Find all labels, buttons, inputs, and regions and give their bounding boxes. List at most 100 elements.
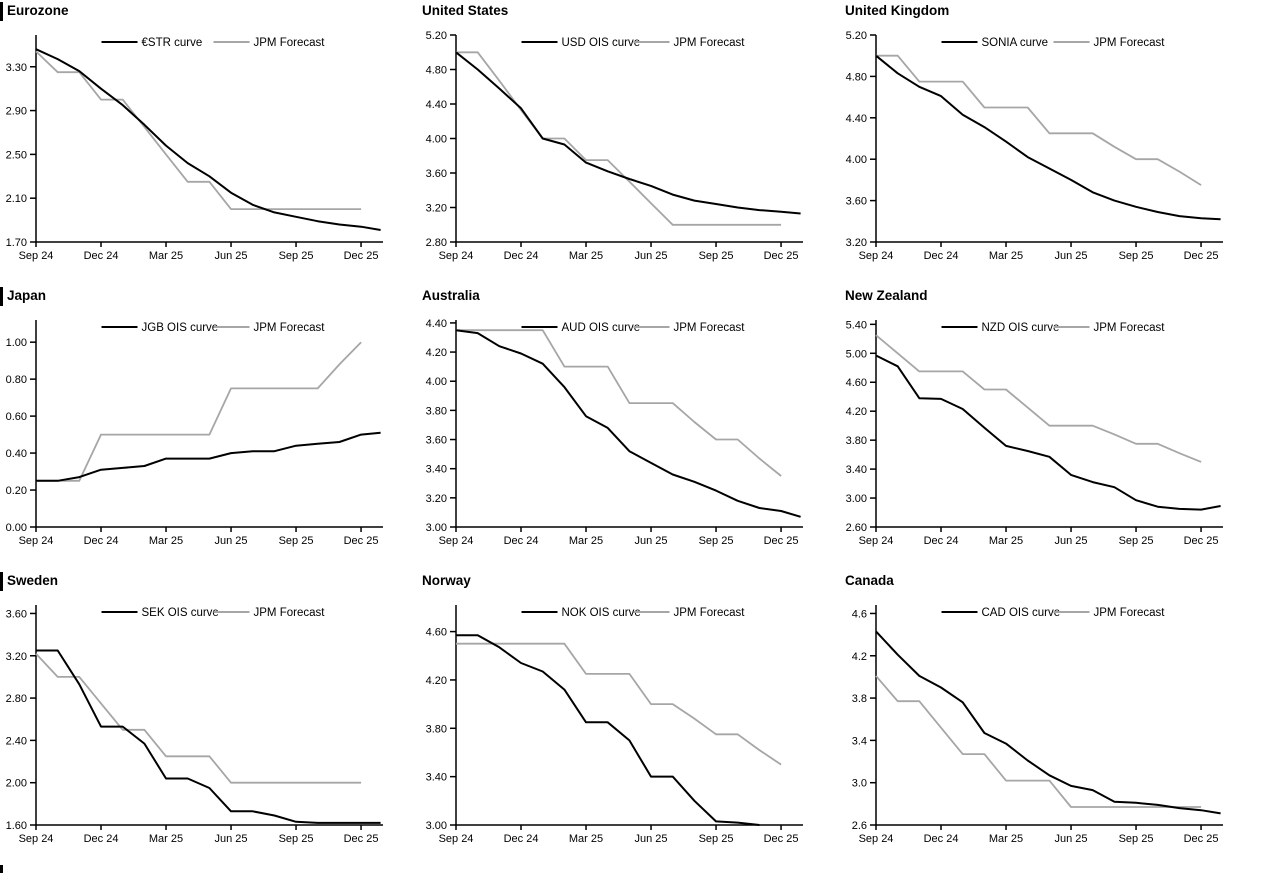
chart-norway: Norway 3.00 3.40 3.80 4.20 4.60 Sep 24 Dec 24 M… xyxy=(420,570,840,873)
x-tick-label: Dec 24 xyxy=(84,535,119,547)
x-tick-label: Dec 25 xyxy=(344,250,379,262)
series-jpm-forecast xyxy=(35,50,362,211)
canada-plot-svg: 2.6 3.0 3.4 3.8 4.2 4.6 Sep 24 Dec 24 Mar 25 Jun … xyxy=(852,605,1223,845)
legend-label-ois: AUD OIS curve xyxy=(562,322,641,334)
axes xyxy=(870,34,1223,247)
axis-labels: 2.60 3.00 3.40 3.80 4.20 4.60 5.00 5.40 Sep 24 De… xyxy=(846,319,1219,547)
axes xyxy=(450,320,803,532)
section-bar xyxy=(0,287,3,306)
x-tick-label: Mar 25 xyxy=(989,535,1023,547)
x-tick-label: Mar 25 xyxy=(149,833,183,845)
legend-label-forecast: JPM Forecast xyxy=(1094,37,1166,49)
y-tick-label: 3.80 xyxy=(426,405,447,417)
y-tick-label: 0.80 xyxy=(6,374,27,386)
legend-label-forecast: JPM Forecast xyxy=(1094,322,1166,334)
section-bar-partial xyxy=(0,865,3,873)
axes xyxy=(870,605,1223,830)
legend-label-ois: JGB OIS curve xyxy=(142,322,219,334)
chart-header: United States xyxy=(420,0,840,22)
y-tick-label: 3.40 xyxy=(846,464,867,476)
axis-labels: 1.60 2.00 2.40 2.80 3.20 3.60 Sep 24 Dec 24 Mar … xyxy=(6,608,379,845)
x-tick-label: Dec 25 xyxy=(1184,250,1219,262)
legend: AUD OIS curve JPM Forecast xyxy=(521,322,745,334)
chart-header: Australia xyxy=(420,285,840,307)
y-tick-label: 3.00 xyxy=(846,493,867,505)
chart-united-kingdom: United Kingdom 3.20 3.60 4.00 4.40 4.80 5.20 S… xyxy=(840,0,1264,285)
legend-label-forecast: JPM Forecast xyxy=(254,37,326,49)
section-bar xyxy=(0,572,3,591)
y-tick-label: 4.00 xyxy=(426,376,447,388)
chart-australia: Australia 3.00 3.20 3.40 3.60 3.80 4.00 4.20 4.… xyxy=(420,285,840,570)
chart-title-united-states: United States xyxy=(422,3,509,18)
united-kingdom-plot-svg: 3.20 3.60 4.00 4.40 4.80 5.20 Sep 24 Dec 24 Mar … xyxy=(846,30,1223,262)
chart-title-canada: Canada xyxy=(845,573,894,588)
x-tick-label: Jun 25 xyxy=(635,833,668,845)
chart-header: Eurozone xyxy=(0,0,420,22)
legend-label-ois: €STR curve xyxy=(142,37,203,49)
japan-plot-svg: 0.00 0.20 0.40 0.60 0.80 1.00 Sep 24 Dec 24 Mar … xyxy=(6,320,383,547)
y-tick-label: 3.40 xyxy=(426,772,447,784)
y-tick-label: 4.40 xyxy=(426,318,447,330)
series-jpm-forecast xyxy=(456,51,782,226)
y-tick-label: 3.40 xyxy=(426,464,447,476)
axis-labels: 2.80 3.20 3.60 4.00 4.40 4.80 5.20 Sep 24 Dec 24… xyxy=(426,30,799,262)
series-ois-curve xyxy=(456,634,760,826)
legend-label-ois: CAD OIS curve xyxy=(982,607,1061,619)
x-tick-label: Dec 24 xyxy=(504,833,539,845)
y-tick-label: 3.0 xyxy=(852,778,867,790)
y-tick-label: 3.00 xyxy=(426,820,447,832)
x-tick-label: Jun 25 xyxy=(1055,833,1088,845)
y-tick-label: 3.20 xyxy=(6,651,27,663)
axis-labels: 2.6 3.0 3.4 3.8 4.2 4.6 Sep 24 Dec 24 Mar 25 Jun … xyxy=(852,608,1219,845)
y-tick-label: 4.00 xyxy=(846,154,867,166)
x-tick-label: Sep 25 xyxy=(279,833,314,845)
x-tick-label: Sep 25 xyxy=(279,250,314,262)
y-tick-label: 3.00 xyxy=(426,522,447,534)
series-ois-curve xyxy=(875,354,1221,511)
chart-header: Canada xyxy=(840,570,1264,592)
x-tick-label: Sep 25 xyxy=(1119,833,1154,845)
y-tick-label: 3.80 xyxy=(426,723,447,735)
united-states-plot-svg: 2.80 3.20 3.60 4.00 4.40 4.80 5.20 Sep 24 Dec 24… xyxy=(426,30,803,262)
y-tick-label: 3.60 xyxy=(426,168,447,180)
x-tick-label: Jun 25 xyxy=(1055,535,1088,547)
series-jpm-forecast xyxy=(35,653,362,784)
series-ois-curve xyxy=(875,54,1221,221)
legend: NZD OIS curve JPM Forecast xyxy=(941,322,1166,334)
legend: SEK OIS curve JPM Forecast xyxy=(101,607,326,619)
y-tick-label: 4.00 xyxy=(426,134,447,146)
chart-title-sweden: Sweden xyxy=(7,573,59,588)
series-ois-curve xyxy=(875,630,1221,815)
y-tick-label: 3.30 xyxy=(6,62,27,74)
x-tick-label: Sep 24 xyxy=(859,535,894,547)
y-tick-label: 5.40 xyxy=(846,319,867,331)
y-tick-label: 1.00 xyxy=(6,337,27,349)
y-tick-label: 2.90 xyxy=(6,106,27,118)
x-tick-label: Sep 25 xyxy=(279,535,314,547)
x-tick-label: Mar 25 xyxy=(989,833,1023,845)
x-tick-label: Dec 24 xyxy=(924,250,959,262)
y-tick-label: 4.2 xyxy=(852,651,867,663)
legend: SONIA curve JPM Forecast xyxy=(941,37,1166,49)
axis-labels: 1.70 2.10 2.50 2.90 3.30 Sep 24 Dec 24 Mar 25 Ju… xyxy=(6,62,379,262)
y-tick-label: 3.20 xyxy=(846,237,867,249)
x-tick-label: Sep 25 xyxy=(1119,535,1154,547)
x-tick-label: Mar 25 xyxy=(149,250,183,262)
legend-label-ois: NZD OIS curve xyxy=(982,322,1060,334)
axis-labels: 3.00 3.40 3.80 4.20 4.60 Sep 24 Dec 24 Mar 25 Ju… xyxy=(426,627,799,845)
legend-label-forecast: JPM Forecast xyxy=(254,607,326,619)
legend-label-forecast: JPM Forecast xyxy=(674,37,746,49)
y-tick-label: 3.80 xyxy=(846,435,867,447)
x-tick-label: Dec 24 xyxy=(504,250,539,262)
legend-label-forecast: JPM Forecast xyxy=(1094,607,1166,619)
y-tick-label: 4.20 xyxy=(426,347,447,359)
x-tick-label: Dec 25 xyxy=(1184,535,1219,547)
axis-labels: 3.20 3.60 4.00 4.40 4.80 5.20 Sep 24 Dec 24 Mar … xyxy=(846,30,1219,262)
x-tick-label: Jun 25 xyxy=(1055,250,1088,262)
australia-plot-svg: 3.00 3.20 3.40 3.60 3.80 4.00 4.20 4.40 Sep 24 De… xyxy=(426,318,803,547)
axes xyxy=(30,605,383,830)
series-ois-curve xyxy=(36,649,381,824)
series-jpm-forecast xyxy=(875,334,1202,463)
series-ois-curve xyxy=(35,48,381,231)
